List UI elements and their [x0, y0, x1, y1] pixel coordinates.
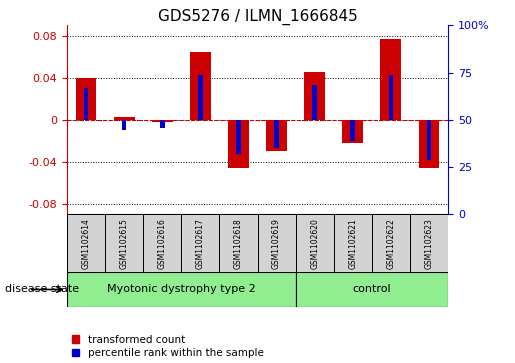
Bar: [266, 120, 287, 151]
Bar: [419, 120, 439, 168]
Title: GDS5276 / ILMN_1666845: GDS5276 / ILMN_1666845: [158, 9, 357, 25]
Bar: [152, 120, 173, 122]
Bar: [381, 39, 401, 120]
Text: GSM1102617: GSM1102617: [196, 218, 205, 269]
Legend: transformed count, percentile rank within the sample: transformed count, percentile rank withi…: [72, 335, 264, 358]
Bar: [334, 214, 372, 272]
Bar: [313, 85, 317, 120]
Bar: [258, 214, 296, 272]
Text: GSM1102618: GSM1102618: [234, 218, 243, 269]
Bar: [342, 120, 363, 143]
Text: disease state: disease state: [5, 285, 79, 294]
Text: GSM1102615: GSM1102615: [119, 218, 129, 269]
Text: GSM1102614: GSM1102614: [81, 218, 91, 269]
Bar: [296, 214, 334, 272]
Bar: [114, 117, 134, 120]
Bar: [76, 78, 96, 120]
Bar: [105, 214, 143, 272]
Bar: [181, 214, 219, 272]
Bar: [198, 75, 202, 120]
Bar: [67, 214, 105, 272]
Bar: [410, 214, 448, 272]
Bar: [67, 272, 296, 307]
Bar: [389, 75, 393, 120]
Text: GSM1102620: GSM1102620: [310, 218, 319, 269]
Text: GSM1102621: GSM1102621: [348, 218, 357, 269]
Bar: [351, 120, 355, 141]
Text: Myotonic dystrophy type 2: Myotonic dystrophy type 2: [107, 285, 255, 294]
Bar: [304, 72, 325, 120]
Text: GSM1102619: GSM1102619: [272, 218, 281, 269]
Text: GSM1102622: GSM1102622: [386, 218, 396, 269]
Text: GSM1102623: GSM1102623: [424, 218, 434, 269]
Bar: [160, 120, 164, 128]
Text: control: control: [352, 285, 391, 294]
Bar: [372, 214, 410, 272]
Bar: [84, 88, 88, 120]
Bar: [296, 272, 448, 307]
Bar: [427, 120, 431, 160]
Text: GSM1102616: GSM1102616: [158, 218, 167, 269]
Bar: [190, 52, 211, 120]
Bar: [236, 120, 241, 154]
Bar: [219, 214, 258, 272]
Bar: [228, 120, 249, 168]
Bar: [122, 120, 126, 130]
Bar: [143, 214, 181, 272]
Bar: [274, 120, 279, 148]
